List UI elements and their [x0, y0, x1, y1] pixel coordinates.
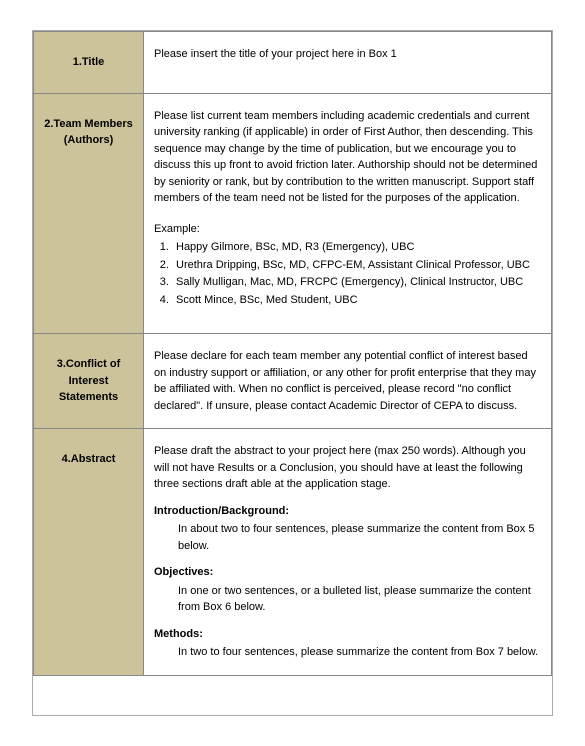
label-conflict: 3.Conflict of Interest Statements [34, 334, 144, 429]
text-team: Please list current team members includi… [154, 108, 541, 207]
label-team: 2.Team Members (Authors) [34, 93, 144, 334]
example-item: Scott Mince, BSc, Med Student, UBC [172, 292, 541, 309]
text-conflict: Please declare for each team member any … [154, 350, 536, 412]
sub-obj-label: Objectives: [154, 564, 541, 581]
document-frame: 1.Title Please insert the title of your … [32, 30, 553, 716]
text-title: Please insert the title of your project … [154, 48, 397, 60]
example-item: Sally Mulligan, Mac, MD, FRCPC (Emergenc… [172, 274, 541, 291]
form-table: 1.Title Please insert the title of your … [33, 31, 552, 676]
example-list: Happy Gilmore, BSc, MD, R3 (Emergency), … [172, 239, 541, 308]
sub-intro-label: Introduction/Background: [154, 503, 541, 520]
example-item: Happy Gilmore, BSc, MD, R3 (Emergency), … [172, 239, 541, 256]
row-conflict: 3.Conflict of Interest Statements Please… [34, 334, 552, 429]
content-team: Please list current team members includi… [144, 93, 552, 334]
content-title: Please insert the title of your project … [144, 32, 552, 94]
content-conflict: Please declare for each team member any … [144, 334, 552, 429]
spacer [154, 309, 541, 319]
sub-meth-label: Methods: [154, 626, 541, 643]
row-title: 1.Title Please insert the title of your … [34, 32, 552, 94]
row-team: 2.Team Members (Authors) Please list cur… [34, 93, 552, 334]
sub-intro-text: In about two to four sentences, please s… [178, 521, 541, 554]
sub-meth-text: In two to four sentences, please summari… [178, 644, 541, 661]
text-abstract: Please draft the abstract to your projec… [154, 443, 541, 493]
label-abstract: 4.Abstract [34, 429, 144, 676]
example-heading: Example: [154, 221, 541, 238]
example-item: Urethra Dripping, BSc, MD, CFPC-EM, Assi… [172, 257, 541, 274]
row-abstract: 4.Abstract Please draft the abstract to … [34, 429, 552, 676]
label-title: 1.Title [34, 32, 144, 94]
sub-obj-text: In one or two sentences, or a bulleted l… [178, 583, 541, 616]
content-abstract: Please draft the abstract to your projec… [144, 429, 552, 676]
